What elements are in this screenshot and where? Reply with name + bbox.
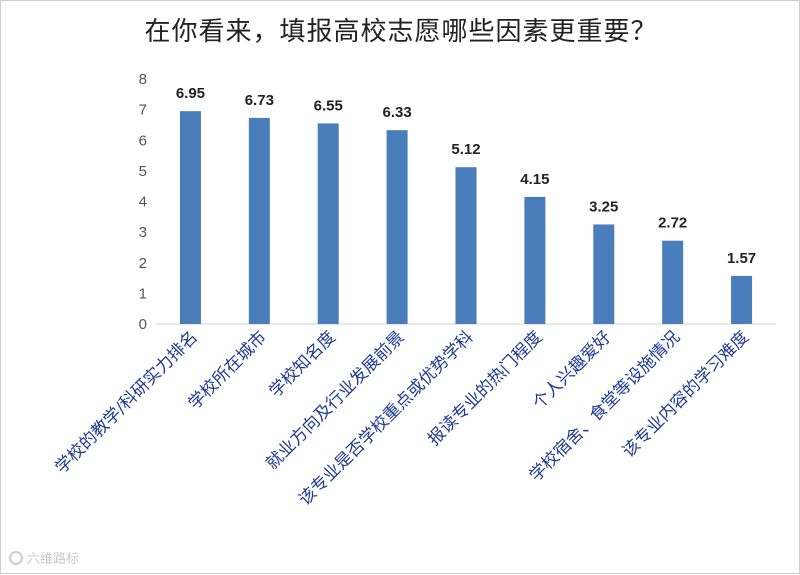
y-tick-label: 5: [139, 163, 147, 180]
x-category-label: 学校知名度: [266, 327, 340, 401]
y-tick-label: 0: [139, 316, 147, 333]
watermark-logo-icon: [9, 550, 23, 565]
bar: [455, 167, 477, 324]
x-category-label: 报读专业的热门程度: [424, 327, 546, 449]
bar: [731, 275, 753, 324]
y-tick-label: 6: [139, 132, 147, 149]
x-category-label: 学校的教学/科研实力排名: [52, 327, 202, 477]
data-label: 5.12: [451, 141, 480, 158]
y-tick-label: 3: [139, 224, 147, 241]
bar: [248, 117, 270, 324]
y-tick-label: 1: [139, 285, 147, 302]
bar: [179, 111, 201, 324]
y-tick-label: 4: [139, 194, 147, 211]
y-tick-label: 7: [139, 102, 147, 119]
watermark-text: 六维路标: [27, 552, 80, 567]
bar: [593, 224, 615, 324]
data-label: 6.73: [245, 92, 274, 109]
y-tick-label: 8: [139, 71, 147, 88]
bar: [386, 130, 408, 324]
data-label: 6.95: [176, 85, 205, 102]
y-tick-label: 2: [139, 255, 147, 272]
x-category-label: 就业方向及行业发展前景: [262, 327, 408, 473]
data-label: 4.15: [520, 171, 549, 188]
data-label: 3.25: [589, 198, 618, 215]
data-label: 1.57: [727, 250, 756, 267]
x-category-label: 该专业内容的学习难度: [619, 327, 753, 461]
data-label: 6.55: [314, 97, 343, 114]
bar: [662, 240, 684, 324]
data-label: 2.72: [658, 215, 687, 232]
watermark: 六维路标: [9, 548, 79, 567]
bar: [317, 123, 339, 324]
chart-title: 在你看来，填报高校志愿哪些因素更重要？: [144, 17, 658, 47]
bar: [524, 196, 546, 324]
data-label: 6.33: [383, 104, 412, 121]
